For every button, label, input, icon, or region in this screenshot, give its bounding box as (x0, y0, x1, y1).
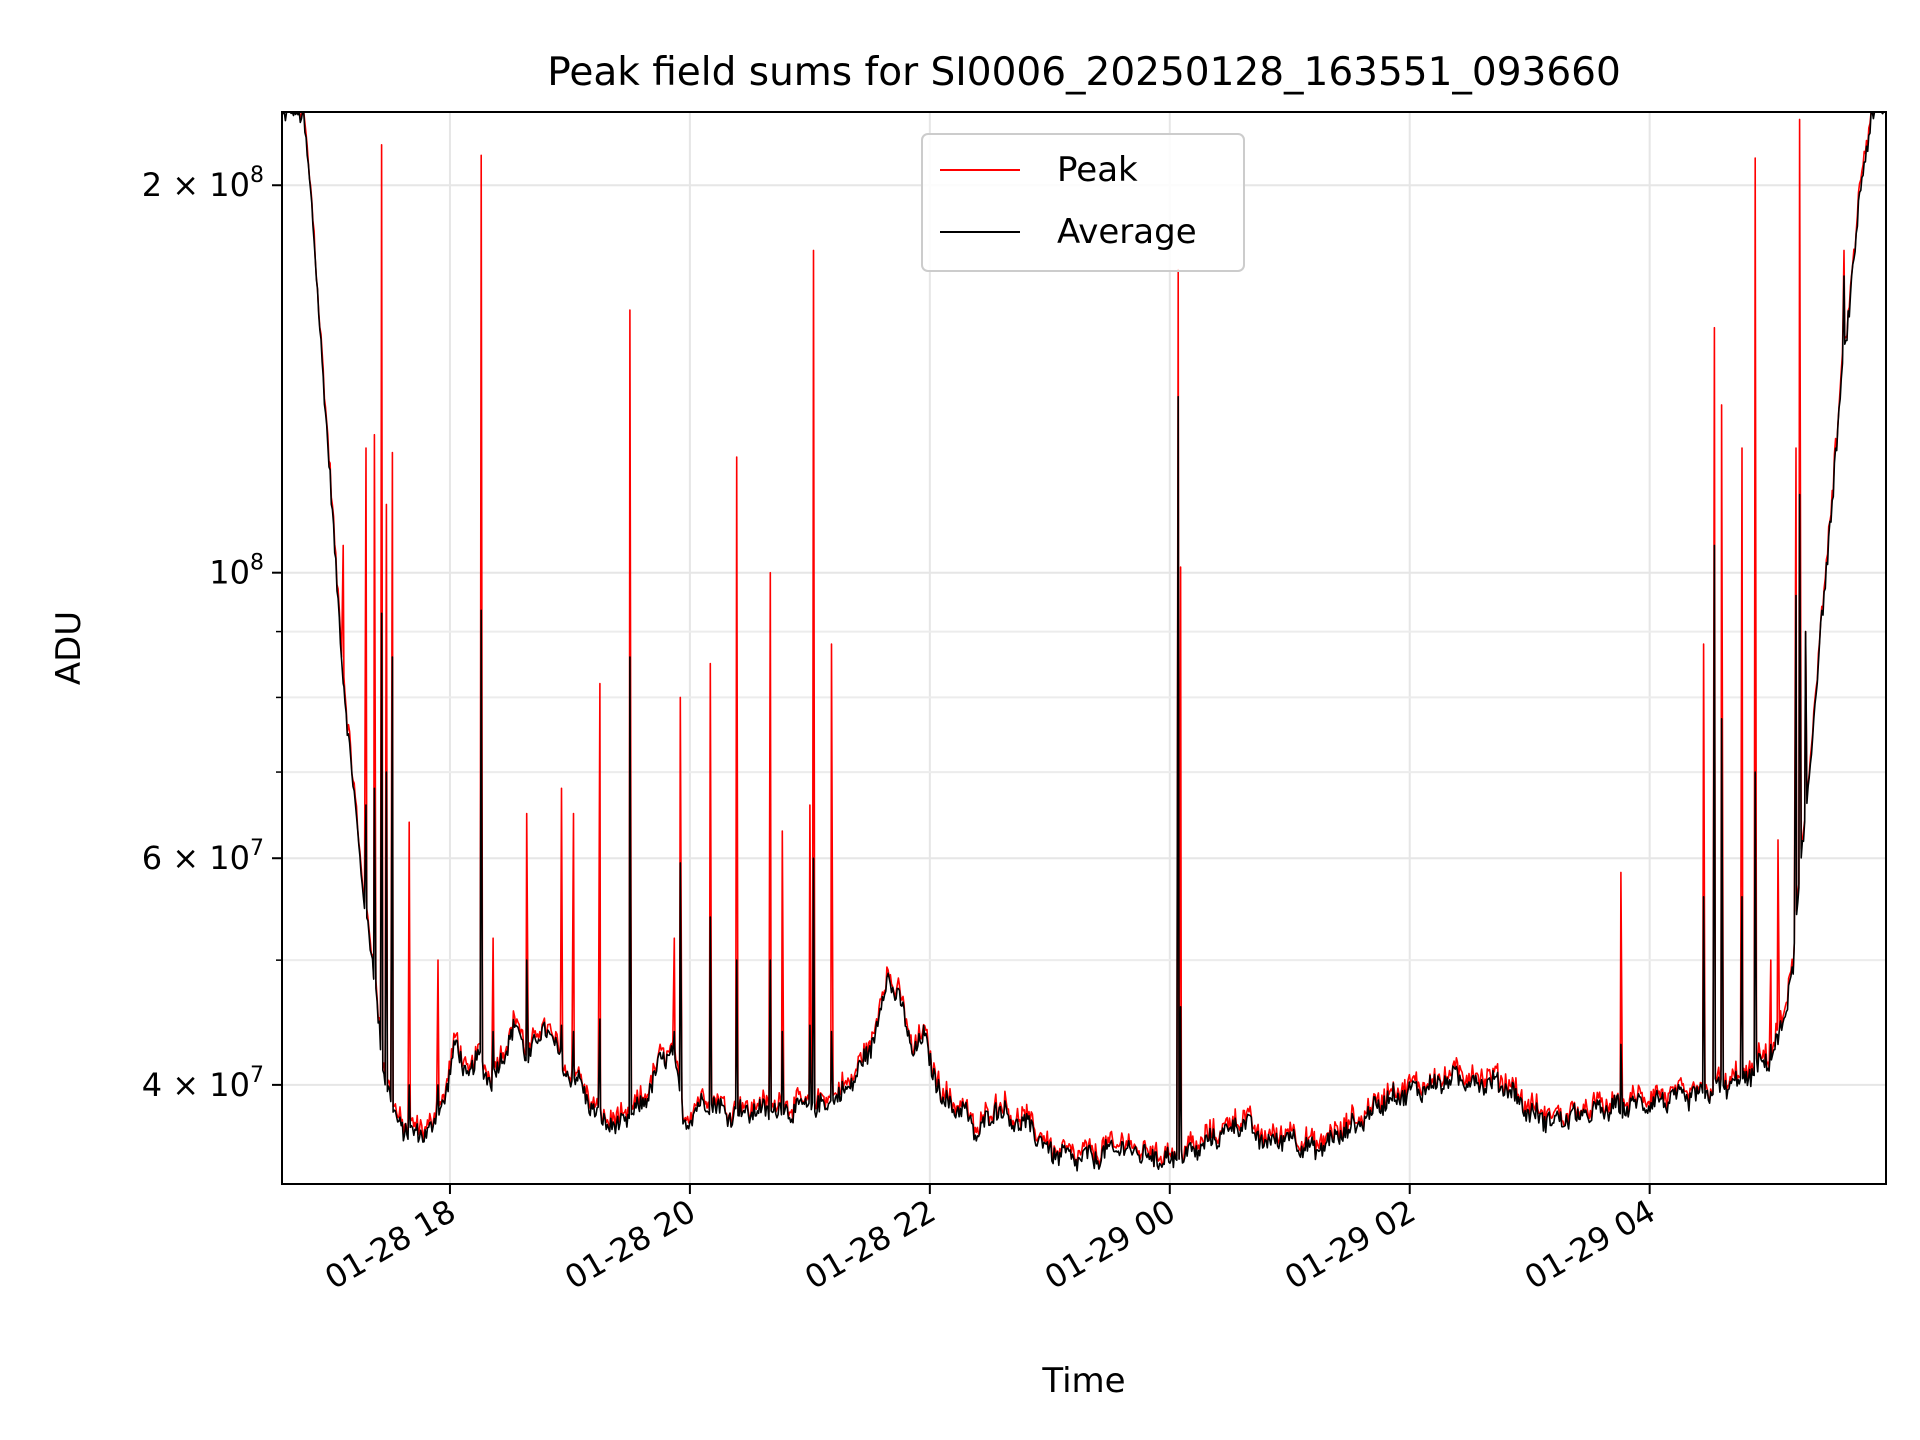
y-tick-exponent: 8 (250, 551, 264, 576)
chart-title: Peak field sums for SI0006_20250128_1635… (547, 50, 1621, 95)
y-tick-label: 2 × 108 (142, 163, 264, 204)
x-axis-label: Time (1041, 1361, 1125, 1401)
legend-label-average: Average (1057, 212, 1197, 252)
y-tick-mantissa: 4 × 10 (142, 1066, 250, 1104)
legend: Peak Average (921, 133, 1245, 272)
y-tick-label: 108 (209, 551, 264, 592)
y-tick-mantissa: 10 (209, 554, 250, 592)
y-tick-exponent: 7 (250, 836, 264, 861)
y-tick-exponent: 8 (250, 163, 264, 188)
y-tick-mantissa: 6 × 10 (142, 839, 250, 877)
legend-label-peak: Peak (1057, 150, 1138, 190)
plot-frame (281, 111, 1887, 1185)
y-axis-label: ADU (49, 611, 89, 685)
series-line-average (282, 112, 1886, 1172)
plot-series (282, 112, 1886, 1172)
y-tick-exponent: 7 (250, 1063, 264, 1088)
y-tick-label: 4 × 107 (142, 1063, 264, 1104)
plot-series-group (282, 112, 1886, 1172)
y-tick-label: 6 × 107 (142, 836, 264, 877)
y-tick-mantissa: 2 × 10 (142, 166, 250, 204)
legend-box (921, 133, 1245, 272)
